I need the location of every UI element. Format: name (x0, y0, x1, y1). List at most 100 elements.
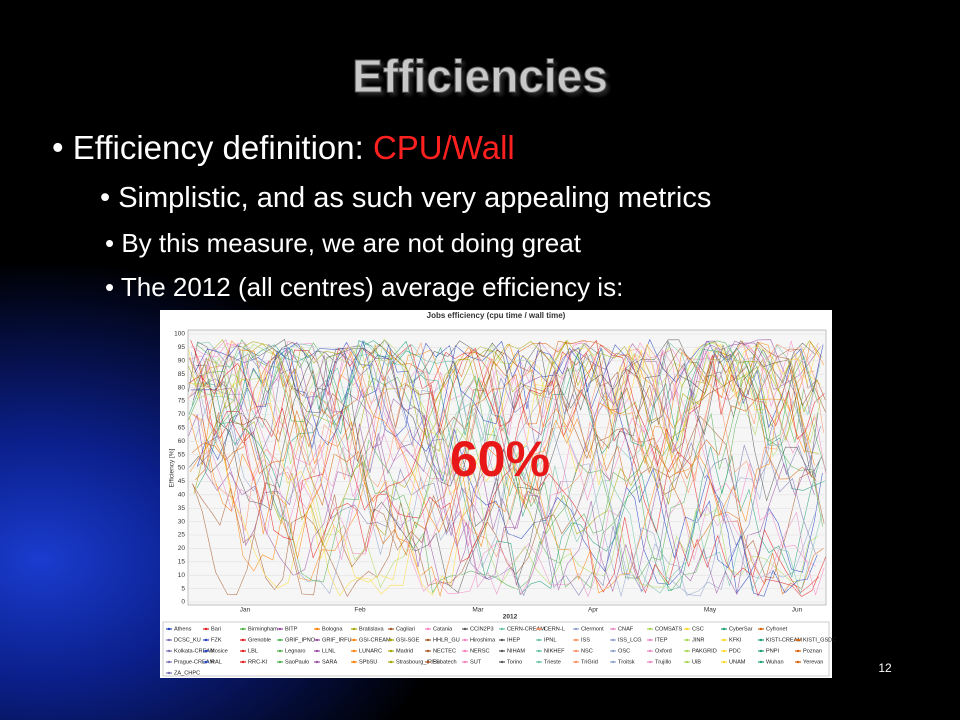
legend-label: Bratislava (359, 626, 384, 632)
legend-dot (167, 671, 171, 675)
legend-label: IPNL (544, 637, 556, 643)
legend-dot (315, 649, 319, 653)
legend-label: KISTI_GSDC (803, 637, 836, 643)
legend-dot (204, 649, 208, 653)
legend-dot (204, 638, 208, 642)
legend-label: GRIF_IRFU (322, 637, 352, 643)
legend-label: SARA (322, 659, 338, 665)
y-tick-label: 75 (178, 398, 186, 405)
legend-dot (722, 660, 726, 664)
decorative-trace (194, 338, 819, 588)
legend-label: Grenoble (248, 637, 271, 643)
legend-label: COMSATS (655, 626, 683, 632)
y-tick-label: 5 (181, 585, 185, 592)
legend-dot (426, 638, 430, 642)
decorative-trace (188, 340, 820, 596)
legend-label: ISS (581, 637, 590, 643)
legend-label: UNAM (729, 659, 746, 665)
legend-dot (352, 638, 356, 642)
y-tick-label: 30 (178, 518, 186, 525)
y-tick-label: 10 (178, 572, 186, 579)
y-tick-label: 65 (178, 425, 186, 432)
x-tick-label: Feb (354, 607, 366, 614)
legend-dot (167, 638, 171, 642)
decorative-trace (189, 339, 822, 481)
legend-label: RRC-KI (248, 659, 268, 665)
legend-dot (463, 660, 467, 664)
y-tick-label: 100 (174, 331, 185, 338)
legend-dot (685, 638, 689, 642)
legend-dot (574, 660, 578, 664)
legend-dot (167, 660, 171, 664)
legend-label: NIHAM (507, 648, 525, 654)
legend-dot (796, 649, 800, 653)
legend-dot (241, 649, 245, 653)
decorative-trace (189, 340, 815, 597)
slide-title: Efficiencies (352, 50, 608, 102)
legend-label: CyberSar (729, 626, 753, 632)
legend-dot (278, 649, 282, 653)
legend-label: JINR (692, 637, 704, 643)
legend-label: CNAF (618, 626, 634, 632)
legend-dot (537, 660, 541, 664)
legend-dot (500, 627, 504, 631)
legend-dot (648, 638, 652, 642)
legend-dot (315, 627, 319, 631)
y-tick-label: 25 (178, 532, 186, 539)
legend-label: Hiroshima (470, 637, 496, 643)
legend-label: LLNL (322, 648, 335, 654)
legend-dot (759, 660, 763, 664)
legend-dot (352, 649, 356, 653)
x-tick-label: May (704, 607, 717, 614)
legend-label: Subatech (433, 659, 457, 665)
legend-dot (463, 638, 467, 642)
legend-label: CERN-L (544, 626, 565, 632)
y-tick-label: 15 (178, 559, 186, 566)
decorative-trace (194, 364, 818, 597)
legend-label: IHEP (507, 637, 520, 643)
legend-label: Madrid (396, 648, 413, 654)
legend-dot (759, 627, 763, 631)
legend-dot (352, 660, 356, 664)
legend-label: UiB (692, 659, 701, 665)
legend-dot (352, 627, 356, 631)
legend-label: Bologna (322, 626, 343, 632)
legend-label: Torino (507, 659, 522, 665)
legend-dot (204, 627, 208, 631)
legend-label: Oxford (655, 648, 672, 654)
legend-dot (278, 638, 282, 642)
legend-label: ISS_LCG (618, 637, 642, 643)
legend-label: Legnaro (285, 648, 306, 654)
legend-dot (722, 649, 726, 653)
legend-dot (611, 627, 615, 631)
legend-dot (685, 627, 689, 631)
legend-label: Cagliari (396, 626, 415, 632)
decorative-trace (197, 345, 817, 598)
y-tick-label: 20 (178, 545, 186, 552)
legend-dot (500, 660, 504, 664)
legend-label: Kolkata-CREAM (174, 648, 215, 654)
legend-label: PDC (729, 648, 741, 654)
page-number: 12 (878, 661, 892, 675)
legend-dot (389, 649, 393, 653)
sub-bullet-text: Simplistic, and as such very appealing m… (118, 182, 711, 214)
legend-dot (648, 649, 652, 653)
bullet: • Efficiency definition: CPU/Wall (52, 129, 515, 166)
legend-dot (574, 649, 578, 653)
legend-dot (204, 660, 208, 664)
x-axis-year: 2012 (503, 614, 518, 621)
sub-bullet: • The 2012 (all centres) average efficie… (105, 272, 623, 302)
legend-dot (759, 649, 763, 653)
legend-dot (574, 638, 578, 642)
legend-dot (389, 638, 393, 642)
decorative-trace (193, 349, 815, 596)
legend-dot (241, 660, 245, 664)
legend-label: NERSC (470, 648, 490, 654)
legend-dot (241, 627, 245, 631)
y-tick-label: 50 (178, 465, 186, 472)
x-tick-label: Jan (240, 607, 251, 614)
legend-dot (611, 638, 615, 642)
decorative-trace (188, 344, 825, 559)
legend-label: OSC (618, 648, 630, 654)
